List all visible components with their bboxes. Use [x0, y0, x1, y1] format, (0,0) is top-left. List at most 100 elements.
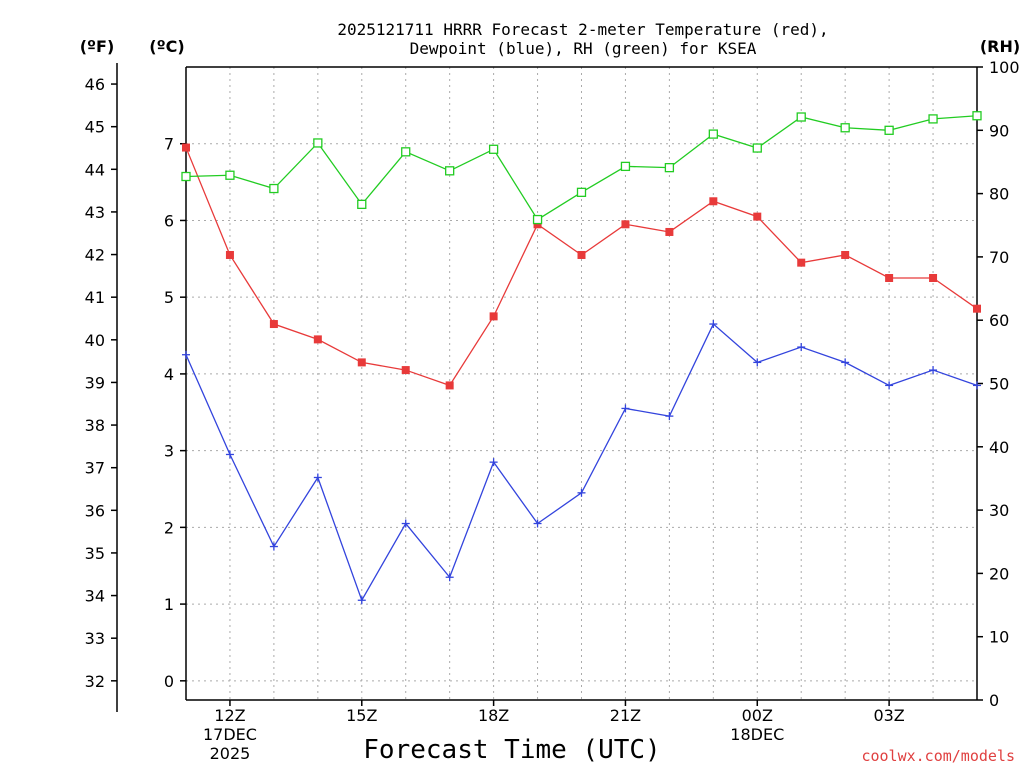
rh-axis-label: (RH) [980, 37, 1020, 56]
rh-point [664, 162, 675, 173]
time-tick-label: 12Z [214, 706, 245, 725]
fahrenheit-axis-label: (ºF) [80, 37, 115, 56]
rh-point [269, 183, 279, 194]
rh-tick-label: 60 [989, 311, 1009, 330]
time-tick-label: 18Z [478, 706, 509, 725]
rh-point [357, 199, 367, 210]
rh-point [928, 114, 938, 124]
fahrenheit-axis: 32 33 34 35 36 37 38 39 40 41 42 43 44 45 46 [85, 63, 118, 712]
temperature-point [929, 274, 938, 282]
time-tick-label: 21Z [610, 706, 641, 725]
temperature-point [182, 143, 190, 152]
temperature-point [577, 250, 586, 259]
time-tick-label: 15Z [346, 706, 377, 725]
temperature-point [885, 274, 894, 282]
celsius-tick-label: 5 [164, 288, 174, 307]
celsius-tick-label: 7 [164, 135, 174, 154]
fahrenheit-tick-label: 42 [85, 246, 105, 265]
temperature-point [533, 220, 542, 229]
rh-line [185, 115, 978, 221]
fahrenheit-tick-label: 46 [85, 75, 105, 94]
dewpoint-point [841, 358, 850, 367]
rh-tick-label: 40 [989, 438, 1009, 457]
temperature-point [445, 381, 454, 390]
rh-tick-label: 100 [989, 58, 1020, 77]
time-tick-label: 18DEC [730, 725, 784, 744]
dewpoint-point [753, 358, 762, 367]
temperature-point [269, 320, 278, 329]
rh-point [840, 123, 850, 133]
dewpoint-point [269, 542, 278, 551]
temperature-point [841, 250, 850, 259]
celsius-tick-label: 6 [164, 211, 174, 230]
dewpoint-point [533, 519, 542, 528]
temperature-point [753, 212, 762, 221]
temperature-point [665, 227, 674, 236]
fahrenheit-tick-label: 34 [85, 587, 105, 606]
rh-point [752, 143, 762, 153]
fahrenheit-tick-label: 33 [85, 629, 105, 648]
dewpoint-point [401, 519, 410, 528]
dewpoint-point [709, 320, 718, 329]
dewpoint-point [973, 381, 981, 390]
dewpoint-point [357, 596, 366, 605]
chart-title-line2: Dewpoint (blue), RH (green) for KSEA [410, 39, 757, 58]
rh-tick-label: 10 [989, 628, 1009, 647]
temperature-point [797, 258, 806, 267]
time-tick-label: 17DEC [203, 725, 257, 744]
rh-tick-label: 0 [989, 691, 999, 710]
fahrenheit-tick-label: 38 [85, 416, 105, 435]
credit-text: coolwx.com/models [861, 747, 1015, 765]
celsius-tick-label: 2 [164, 518, 174, 537]
dewpoint-line [185, 322, 978, 602]
rh-point [532, 214, 543, 225]
dewpoint-point [621, 404, 630, 413]
rh-point [708, 129, 718, 139]
temperature-point [621, 220, 630, 229]
rh-point [796, 112, 806, 122]
rh-tick-label: 80 [989, 185, 1009, 204]
rh-point [576, 187, 587, 197]
rh-point [488, 144, 499, 154]
dewpoint-point [929, 366, 938, 375]
time-tick-label: 00Z [742, 706, 773, 725]
celsius-axis: 0 1 2 3 4 5 6 7 [164, 135, 186, 691]
rh-point [445, 166, 455, 176]
rh-point [313, 138, 323, 148]
fahrenheit-tick-label: 43 [85, 203, 105, 222]
celsius-axis-label: (ºC) [149, 37, 184, 56]
temperature-point [973, 304, 981, 313]
temperature-point [401, 366, 410, 375]
dewpoint-point [665, 412, 674, 421]
fahrenheit-tick-label: 45 [85, 118, 105, 137]
fahrenheit-tick-label: 37 [85, 459, 105, 478]
dewpoint-point [313, 473, 322, 482]
rh-point [225, 170, 235, 180]
rh-tick-label: 20 [989, 564, 1009, 583]
fahrenheit-tick-label: 41 [85, 288, 105, 307]
temperature-point [225, 250, 234, 259]
rh-tick-label: 30 [989, 501, 1009, 520]
data-series [181, 111, 982, 605]
dewpoint-point [797, 343, 806, 352]
fahrenheit-tick-label: 32 [85, 672, 105, 691]
rh-axis: 0 10 20 30 40 50 60 70 80 90 100 [977, 58, 1020, 710]
dewpoint-point [577, 488, 586, 497]
dewpoint-point [445, 573, 454, 582]
rh-tick-label: 50 [989, 375, 1009, 394]
rh-point [181, 171, 191, 182]
fahrenheit-tick-label: 40 [85, 331, 105, 350]
dewpoint-point [225, 450, 234, 459]
temperature-point [313, 335, 322, 344]
dewpoint-point [182, 350, 190, 359]
temperature-point [489, 312, 498, 321]
celsius-tick-label: 3 [164, 442, 174, 461]
rh-point [401, 147, 411, 157]
rh-point [620, 161, 631, 172]
dewpoint-point [489, 458, 498, 467]
time-tick-label: 03Z [873, 706, 904, 725]
fahrenheit-tick-label: 39 [85, 373, 105, 392]
celsius-tick-label: 0 [164, 672, 174, 691]
fahrenheit-tick-label: 36 [85, 501, 105, 520]
